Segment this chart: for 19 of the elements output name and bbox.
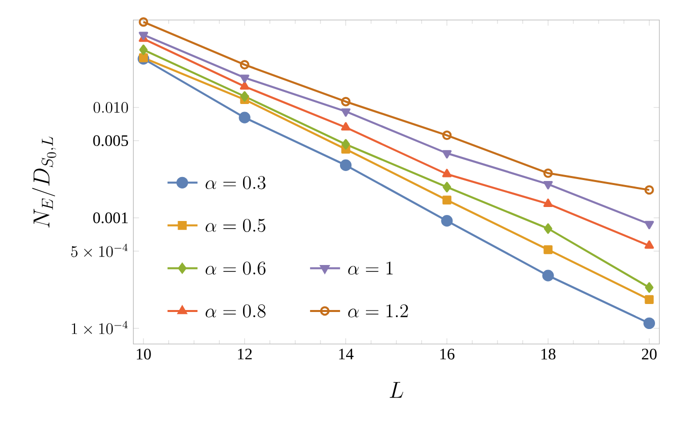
y-tick-label: 0.001 bbox=[93, 212, 128, 224]
y-tick-label: $1\times 10^{-4}$ bbox=[72, 320, 128, 334]
legend-label: $\alpha = 0.8$ bbox=[206, 304, 266, 318]
y-tick-label: 0.005 bbox=[93, 135, 128, 146]
x-tick-label: 12 bbox=[238, 348, 252, 360]
y-tick-label: $0.010$ bbox=[94, 102, 128, 113]
x-tick-label: 10 bbox=[136, 348, 151, 360]
x-axis-title: $L$ bbox=[390, 382, 404, 398]
legend-label: $\alpha = 1$ bbox=[348, 262, 393, 275]
x-tick-label: 16 bbox=[440, 348, 454, 360]
x-tick-label: 14 bbox=[339, 348, 354, 360]
y-tick-label: $5\times 10^{-4}$ bbox=[71, 244, 128, 258]
legend-label: $\alpha = 0.5$ bbox=[206, 218, 266, 232]
x-tick-label: 18 bbox=[541, 348, 556, 360]
legend-label: $\alpha = 1.2$ bbox=[348, 304, 408, 318]
y-axis-title: $N_E/D_{S_0,L}$ bbox=[32, 136, 56, 228]
x-tick-label: 20 bbox=[642, 348, 657, 360]
legend-label: $\alpha = 0.3$ bbox=[206, 176, 266, 190]
legend-label: $\alpha = 0.6$ bbox=[206, 262, 266, 275]
